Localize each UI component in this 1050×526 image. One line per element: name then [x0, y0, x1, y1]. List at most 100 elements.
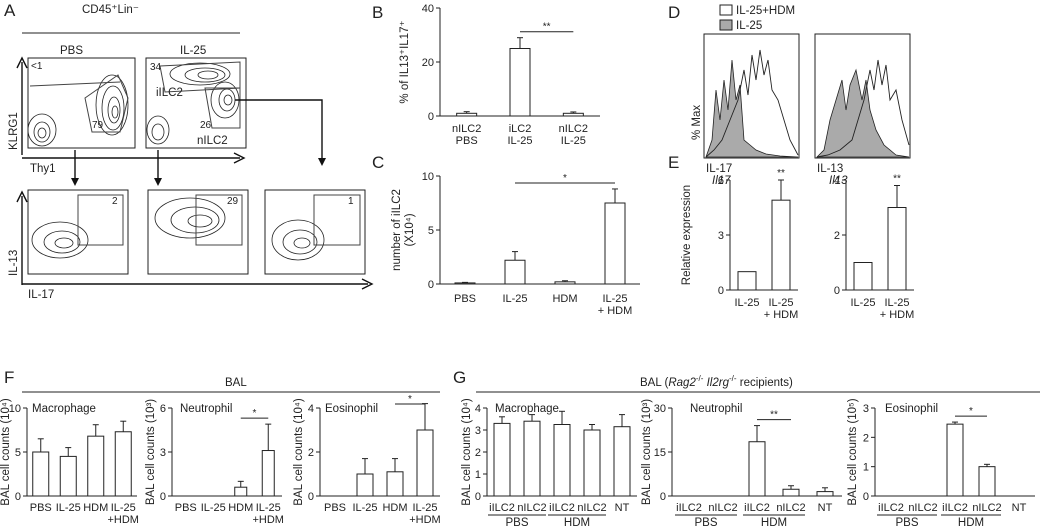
flow-plot-il25-nilc2-il13-il17: [264, 189, 366, 275]
y-axis-label: BAL cell counts (10⁵): [847, 398, 859, 505]
category-label-3: nILC2: [577, 502, 606, 514]
bar-chart-f2: 0 3 6 PBS IL-25 HDM IL-25 +HDM * BAL cell counts …: [145, 399, 284, 526]
category-label-1: IL-25: [201, 502, 226, 514]
y-tick-label: 4: [834, 175, 840, 187]
panel-letter-g: G: [453, 368, 466, 387]
category-label-1: iLC2 IL-25: [507, 123, 532, 147]
axis-label-thy1: Thy1: [30, 163, 56, 175]
arrowhead-thy1-icon: [233, 152, 246, 164]
y-tick-label: 40: [422, 3, 434, 15]
flow-plot-il25-klrg1-thy1: [145, 57, 247, 149]
y-tick-label: 0: [160, 491, 166, 503]
gate-arrowhead-3-icon: [318, 158, 326, 166]
bar-0: [454, 282, 476, 285]
chart-title: Eosinophil: [325, 403, 378, 415]
bar-2: [386, 471, 404, 497]
arrowhead-klrg1-icon: [16, 56, 28, 69]
significance-0: **: [770, 410, 778, 421]
bar-chart-c: 0 5 10 PBS IL-25 HDM IL-25 + HDM * number of iILC…: [391, 171, 640, 317]
y-axis-label: BAL cell counts (10⁴): [0, 398, 12, 506]
y-tick-label: 20: [422, 57, 434, 69]
y-tick-label: 0: [834, 285, 840, 297]
y-tick-label: 5: [15, 447, 21, 459]
significance-0: *: [253, 408, 257, 419]
pct-bottom-nilc2: 1: [348, 196, 354, 207]
bar-1: [504, 259, 526, 285]
y-tick-label: 1: [863, 462, 869, 474]
chart-title: Eosinophil: [885, 403, 938, 415]
bar-0: [493, 422, 511, 497]
bar-0: [456, 112, 478, 117]
panel-f-header: BAL: [225, 377, 247, 389]
bar-4: [613, 426, 631, 497]
category-label-1: IL-25: [502, 293, 527, 305]
category-label-0: PBS: [175, 502, 197, 514]
bar-2: [87, 435, 105, 497]
category-label-2: iILC2: [744, 502, 770, 514]
y-tick-label: 3: [718, 230, 724, 242]
chart-title: Neutrophil: [690, 403, 742, 415]
group-label-1: HDM: [958, 517, 984, 526]
bar-2: [553, 424, 571, 497]
category-label-0: PBS: [454, 293, 476, 305]
y-tick-label: 1: [475, 469, 481, 481]
bar-1: [523, 420, 541, 497]
y-tick-label: 4: [475, 403, 481, 415]
y-axis-label: BAL cell counts (10³): [145, 399, 157, 505]
y-tick-label: 6: [718, 175, 724, 187]
category-label-0: nILC2 PBS: [452, 123, 481, 147]
y-tick-label: 0: [718, 285, 724, 297]
group-label-0: PBS: [505, 517, 528, 526]
category-label-3: IL-25 +HDM: [409, 502, 440, 526]
bar-chart-g3: 0 1 2 3 iILC2 nILC2 iILC2 nILC2 NT PBS HDM * BAL cel…: [847, 398, 1035, 526]
y-tick-label: 0: [863, 491, 869, 503]
category-label-1: nILC2: [908, 502, 937, 514]
panel-letter-b: B: [372, 3, 383, 22]
group-label-1: HDM: [761, 517, 787, 526]
legend-label-il25: IL-25: [736, 20, 762, 32]
bar-3: [261, 450, 275, 497]
bar-3: [114, 431, 132, 497]
significance-0: **: [893, 174, 901, 185]
bar-2: [946, 423, 964, 497]
panel-letter-d: D: [668, 3, 680, 22]
y-axis-label: % of IL13⁺IL17⁺: [399, 20, 411, 103]
y-tick-label: 2: [475, 447, 481, 459]
category-label-2: HDM: [83, 502, 108, 514]
panel-g-header: BAL (Rag2-/- Il2rg-/- recipients): [640, 374, 793, 389]
category-label-2: HDM: [382, 502, 407, 514]
category-label-0: PBS: [324, 502, 346, 514]
axis-label-klrg1: KLRG1: [8, 112, 20, 150]
category-label-0: PBS: [30, 502, 52, 514]
y-tick-label: 4: [308, 403, 314, 415]
category-label-2: HDM: [552, 293, 577, 305]
category-label-3: IL-25 +HDM: [253, 502, 284, 526]
group-label-0: PBS: [895, 517, 918, 526]
significance-0: *: [408, 394, 412, 405]
histogram-il17-il25: [705, 59, 799, 158]
y-axis-label: Relative expression: [681, 185, 693, 285]
y-tick-label: 10: [422, 171, 434, 183]
histogram-il13-il25hdm: [816, 59, 910, 158]
label-nilc2: nILC2: [197, 135, 228, 147]
bar-0: [853, 262, 873, 291]
bar-2: [234, 486, 248, 497]
category-label-3: nILC2: [972, 502, 1001, 514]
bar-0: [32, 451, 50, 497]
panel-letter-a: A: [4, 1, 16, 20]
histogram-il17-il25hdm: [705, 49, 799, 158]
significance-0: **: [777, 168, 785, 179]
y-tick-label: 2: [834, 230, 840, 242]
category-label-4: NT: [615, 502, 630, 514]
y-tick-label: 0: [660, 491, 666, 503]
bar-3: [978, 466, 996, 497]
y-tick-label: 15: [654, 447, 666, 459]
category-label-1: nILC2: [708, 502, 737, 514]
gate-arrowhead-2-icon: [154, 178, 162, 186]
label-iilc2: iILC2: [156, 87, 183, 99]
bar-0: [737, 271, 757, 291]
category-label-0: iILC2: [676, 502, 702, 514]
y-axis-label: BAL cell counts (10³): [641, 399, 653, 505]
gate-arrow-3: [235, 99, 323, 162]
